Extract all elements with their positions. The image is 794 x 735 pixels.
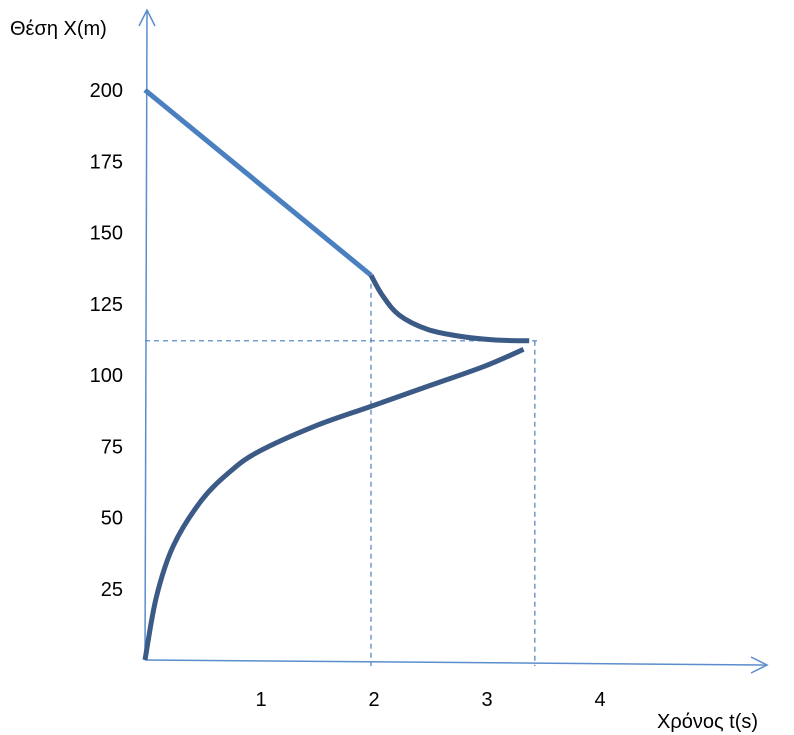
- series-line-1: [143, 88, 373, 278]
- series-line-2: [368, 274, 530, 344]
- guide-lines: [145, 283, 540, 666]
- x-tick-label: 2: [368, 689, 379, 711]
- y-tick-label: 25: [101, 579, 123, 601]
- y-axis-arrowhead: [138, 8, 156, 27]
- y-axis-line: [144, 11, 148, 661]
- axes: [138, 8, 769, 674]
- y-tick-label: 200: [90, 80, 123, 102]
- x-axis-arrowhead: [750, 656, 769, 674]
- x-tick-label: 3: [481, 689, 492, 711]
- x-tick-label: 1: [255, 689, 266, 711]
- y-tick-label: 100: [90, 365, 123, 387]
- y-tick-label: 150: [90, 223, 123, 245]
- y-tick-label: 175: [90, 151, 123, 173]
- y-axis-title: Θέση X(m): [10, 18, 107, 40]
- series-lines: [142, 88, 530, 661]
- y-tick-label: 50: [101, 508, 123, 530]
- series-line-3: [142, 347, 525, 661]
- y-tick-label: 75: [101, 436, 123, 458]
- x-axis-title: Χρόνος t(s): [657, 711, 758, 733]
- y-tick-label: 125: [90, 294, 123, 316]
- tick-labels: 1 2 3 4 25 50 75 100 125 150 175 200: [90, 80, 606, 711]
- x-axis-line: [144, 659, 767, 666]
- x-tick-label: 4: [594, 689, 605, 711]
